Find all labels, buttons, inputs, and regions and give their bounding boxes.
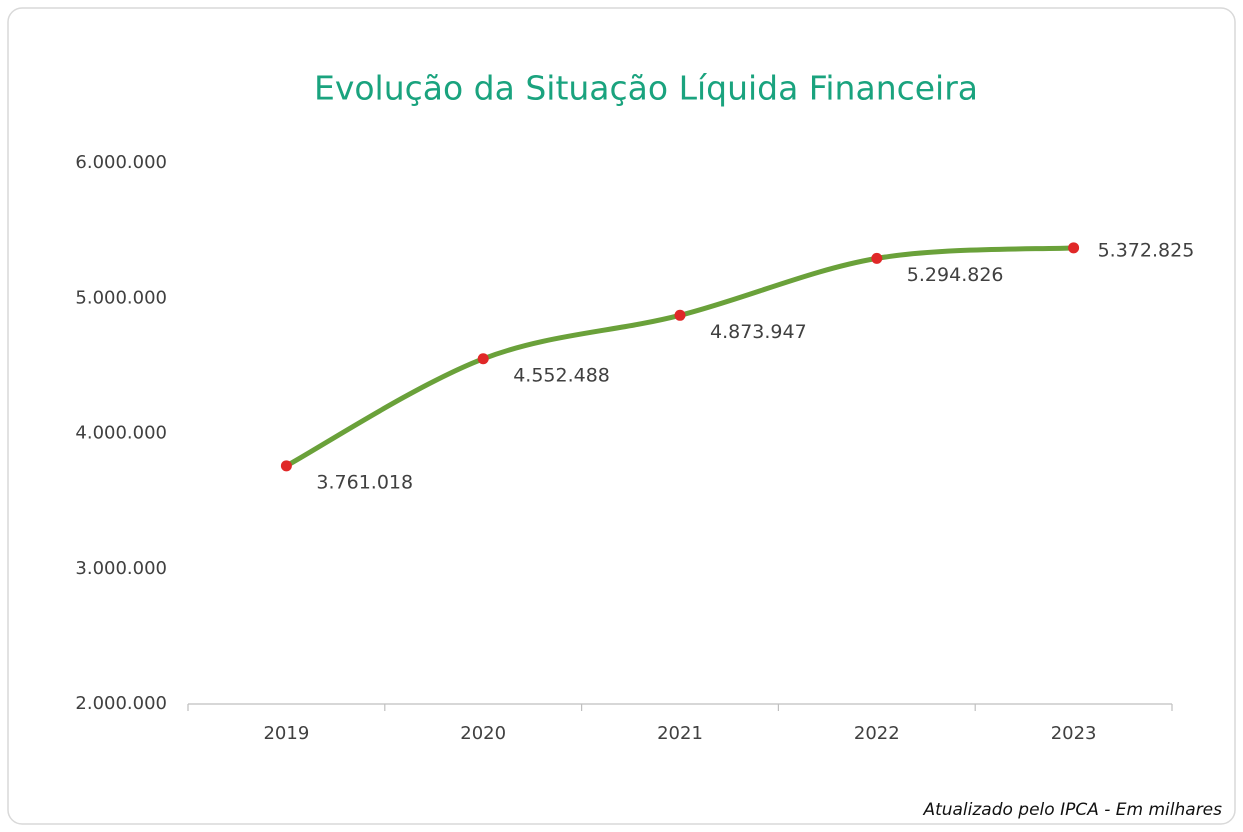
x-tick-label: 2020: [460, 723, 506, 744]
marker: [477, 353, 489, 365]
x-tick-label: 2022: [854, 723, 900, 744]
x-tick-label: 2019: [263, 723, 309, 744]
marker: [280, 460, 292, 472]
note: Atualizado pelo IPCA - Em milhares: [922, 800, 1222, 820]
data-label: 3.761.018: [316, 471, 413, 493]
marker: [1068, 242, 1080, 254]
data-label: 5.294.826: [907, 264, 1004, 286]
x-tick-label: 2021: [657, 723, 703, 744]
x-tick-label: 2023: [1051, 723, 1097, 744]
marker: [674, 309, 686, 321]
y-tick-label: 2.000.000: [75, 693, 167, 714]
y-tick-label: 4.000.000: [75, 423, 167, 444]
y-tick-label: 5.000.000: [75, 287, 167, 308]
y-tick-label: 6.000.000: [75, 152, 167, 173]
data-label: 5.372.825: [1098, 239, 1195, 261]
marker: [871, 252, 883, 264]
data-label: 4.873.947: [710, 321, 807, 343]
card: [7, 7, 1236, 825]
chart-title: Evolução da Situação Líquida Financeira: [314, 69, 978, 108]
data-label: 4.552.488: [513, 364, 610, 386]
y-tick-label: 3.000.000: [75, 558, 167, 579]
